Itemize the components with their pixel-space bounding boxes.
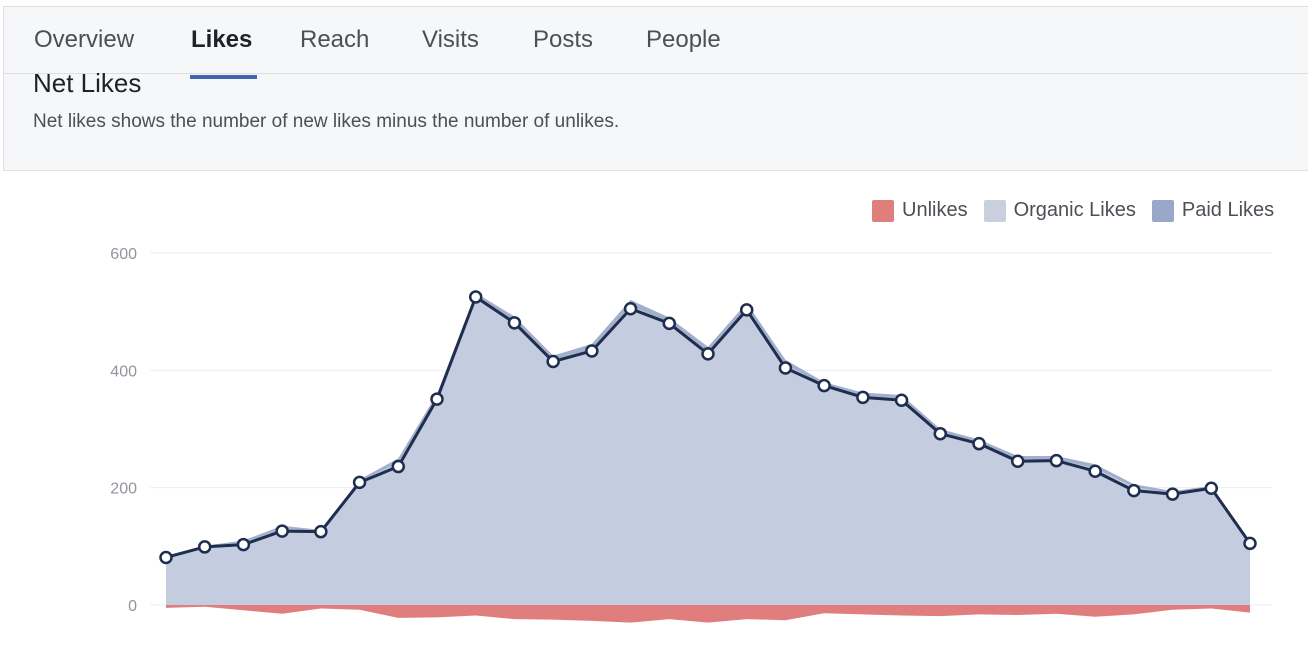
net-likes-point — [1010, 454, 1025, 469]
section-description: Net likes shows the number of new likes … — [33, 111, 620, 132]
net-likes-point — [1088, 464, 1102, 478]
legend-swatch-paid-likes — [1151, 199, 1174, 222]
net-likes-point — [778, 361, 793, 375]
active-tab-indicator — [190, 75, 257, 79]
tab-people[interactable]: People — [646, 26, 721, 53]
legend-label-paid-likes: Paid Likes — [1181, 199, 1275, 221]
net-likes-point — [159, 550, 173, 565]
net-likes-point — [1165, 487, 1180, 501]
legend-swatch-unlikes — [872, 199, 894, 222]
net-likes-point — [585, 344, 599, 358]
y-tick-label: 600 — [110, 246, 137, 263]
legend-label-unlikes: Unlikes — [902, 199, 968, 221]
chart-areas — [166, 292, 1250, 623]
net-likes-point — [314, 524, 328, 539]
net-likes-point — [507, 316, 522, 330]
net-likes-point — [546, 354, 560, 369]
legend-label-organic-likes: Organic Likes — [1013, 199, 1136, 221]
legend-item-paid-likes[interactable]: Paid Likes — [1151, 199, 1275, 222]
tab-overview[interactable]: Overview — [34, 26, 135, 53]
legend-item-unlikes[interactable]: Unlikes — [872, 199, 968, 222]
chart-legend: Unlikes Organic Likes Paid Likes — [872, 199, 1274, 222]
net-likes-point — [933, 426, 948, 441]
net-likes-point — [352, 475, 367, 490]
net-likes-point — [1243, 536, 1257, 551]
net-likes-point — [275, 524, 289, 538]
section-title: Net Likes — [33, 68, 142, 98]
chart-points — [159, 290, 1257, 565]
net-likes-point — [430, 392, 444, 406]
net-likes-point — [856, 390, 870, 405]
unlikes-area — [166, 605, 1250, 623]
net-likes-point — [1204, 481, 1219, 496]
net-likes-point — [972, 436, 986, 451]
tab-likes[interactable]: Likes — [191, 26, 253, 53]
net-likes-point — [817, 378, 831, 393]
net-likes-point — [1127, 483, 1141, 498]
chart-y-axis: 600 400 200 0 — [110, 246, 137, 615]
net-likes-point — [662, 316, 677, 331]
tab-reach[interactable]: Reach — [300, 26, 370, 53]
net-likes-point — [623, 301, 638, 316]
net-likes-point — [701, 347, 715, 361]
legend-swatch-organic-likes — [983, 199, 1006, 222]
y-tick-label: 200 — [110, 481, 137, 498]
tab-posts[interactable]: Posts — [533, 26, 594, 53]
net-likes-point — [197, 540, 212, 554]
organic-likes-area — [166, 296, 1250, 605]
net-likes-point — [739, 303, 754, 317]
y-tick-label: 400 — [110, 363, 137, 380]
insights-tab-bar: Overview Likes Reach Visits Posts People — [3, 6, 1308, 79]
header-panel — [3, 6, 1308, 171]
tab-visits[interactable]: Visits — [422, 26, 479, 53]
y-tick-label: 0 — [128, 598, 137, 615]
legend-item-organic-likes[interactable]: Organic Likes — [983, 199, 1136, 222]
net-likes-point — [1049, 453, 1064, 468]
net-likes-point — [236, 537, 251, 552]
net-likes-point — [468, 290, 483, 304]
net-likes-point — [894, 393, 909, 408]
net-likes-point — [391, 459, 406, 474]
